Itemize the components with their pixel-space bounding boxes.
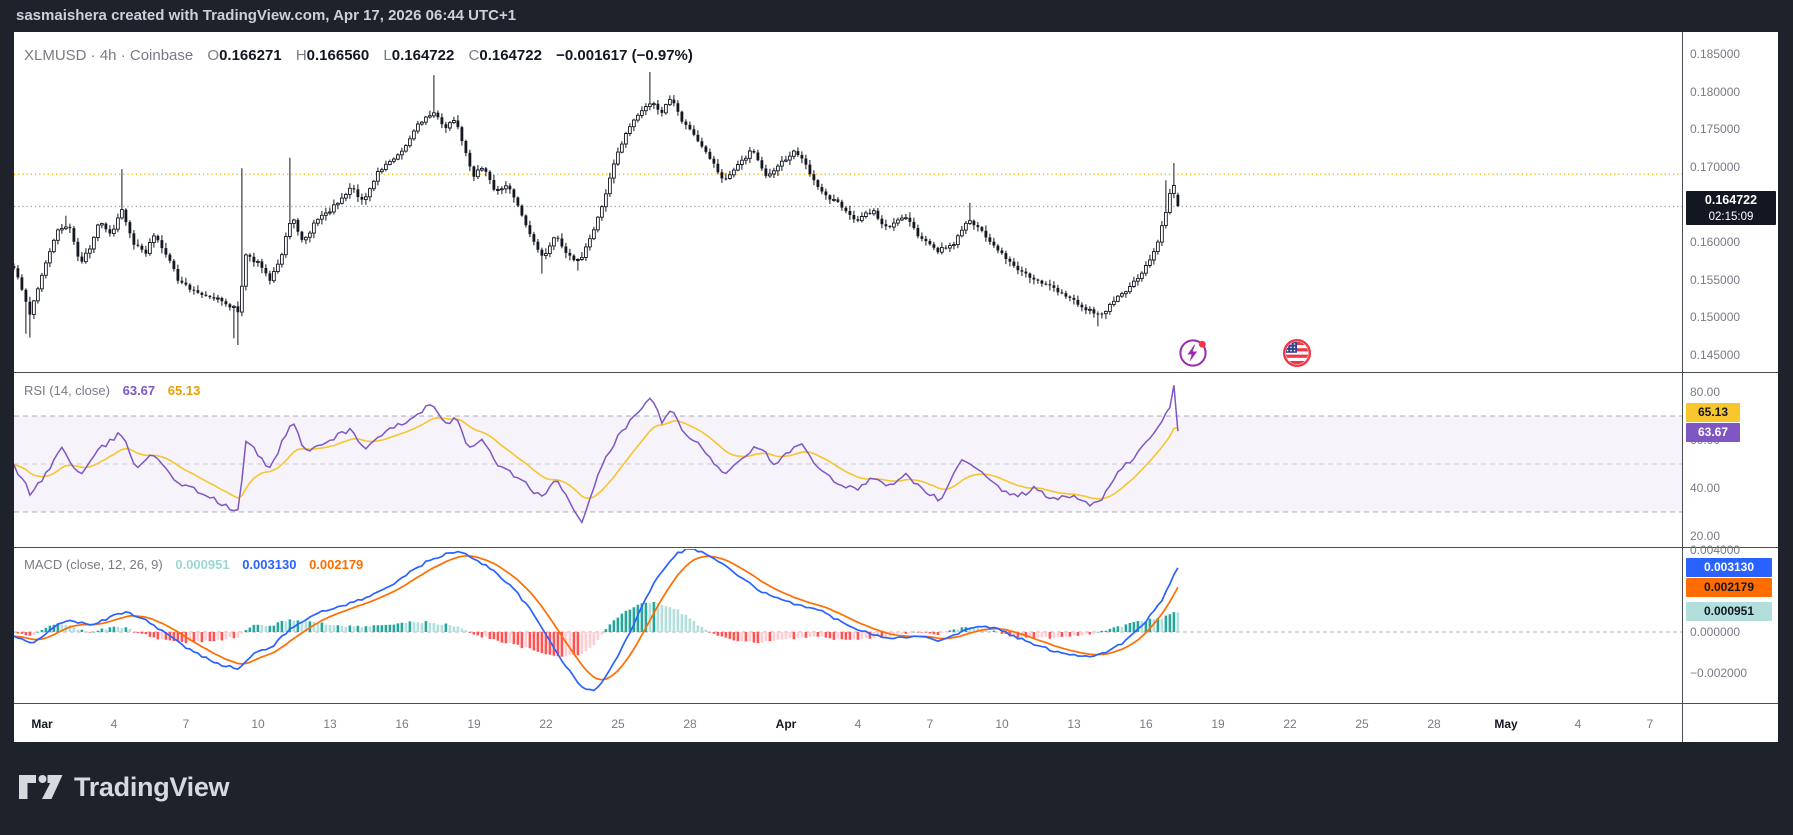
time-axis-label: 10	[995, 717, 1009, 731]
tradingview-logo[interactable]: TradingView	[18, 771, 230, 802]
macd-hist-legend-value: 0.000951	[175, 557, 230, 572]
high-label: H	[295, 47, 307, 64]
low-value: 0.164722	[391, 47, 455, 64]
tradingview-wordmark: TradingView	[74, 771, 230, 802]
macd-legend: MACD (close, 12, 26, 9) 0.000951 0.00313…	[24, 556, 363, 574]
macd-legend-name[interactable]: MACD (close, 12, 26, 9)	[24, 557, 163, 572]
macd-line-legend-value: 0.003130	[242, 557, 297, 572]
close-label: C	[468, 47, 480, 64]
macd-value-badge: 0.003130	[1686, 558, 1772, 577]
low-label: L	[383, 47, 392, 64]
rsi-value-badge: 63.67	[1686, 423, 1740, 442]
last-price-badge: 0.164722 02:15:09	[1686, 191, 1776, 225]
time-axis-label: 7	[182, 717, 190, 731]
time-axis-label: 4	[110, 717, 118, 731]
rsi-legend-value: 63.67	[122, 383, 156, 398]
header-bar: sasmaishera created with TradingView.com…	[0, 0, 1793, 32]
time-axis-label: 28	[683, 717, 697, 731]
price-axis-label: 0.145000	[1690, 347, 1741, 362]
last-price-value: 0.164722	[1704, 193, 1758, 207]
open-label: O	[207, 47, 220, 64]
rsi-ma-legend-value: 65.13	[167, 383, 201, 398]
price-axis-label: 0.150000	[1690, 310, 1741, 325]
rsi-ma-badge: 65.13	[1686, 403, 1740, 422]
close-value: 0.164722	[479, 47, 542, 64]
price-axis-label: 0.155000	[1690, 272, 1741, 287]
bar-countdown: 02:15:09	[1708, 211, 1754, 223]
macd-signal-badge: 0.002179	[1686, 578, 1772, 597]
rsi-legend: RSI (14, close) 63.67 65.13	[24, 382, 200, 400]
price-axis-label: 0.160000	[1690, 235, 1741, 249]
time-axis-label: 22	[539, 717, 553, 731]
time-axis-label: 25	[611, 717, 625, 731]
rsi-axis-label: 80.00	[1690, 385, 1721, 399]
time-axis-label: 19	[1211, 717, 1225, 731]
time-axis-label: 19	[467, 717, 481, 731]
macd-axis-label: 0.000000	[1690, 625, 1741, 639]
macd-hist-badge: 0.000951	[1686, 602, 1772, 621]
change-value: −0.001617 (−0.97%)	[556, 47, 693, 64]
time-axis-label: 25	[1355, 717, 1369, 731]
time-axis-label: 4	[854, 717, 862, 731]
rsi-axis-label: 40.00	[1690, 481, 1721, 495]
flash-event-icon[interactable]	[1178, 338, 1208, 368]
macd-axis-label: −0.002000	[1690, 666, 1748, 680]
price-axis-label: 0.185000	[1690, 47, 1741, 61]
time-axis-label: 22	[1283, 717, 1297, 731]
high-value: 0.166560	[306, 47, 370, 64]
open-value: 0.166271	[219, 47, 282, 64]
time-axis-label: 4	[1574, 717, 1582, 731]
tradingview-logo-glyph	[19, 775, 63, 799]
time-axis-label: Mar	[31, 717, 53, 731]
symbol-title[interactable]: XLMUSD · 4h · Coinbase	[24, 47, 194, 64]
time-axis-label: 13	[1067, 717, 1081, 731]
time-axis-label: 16	[395, 717, 409, 731]
header-title: sasmaishera created with TradingView.com…	[16, 7, 517, 24]
price-axis-label: 0.180000	[1690, 84, 1741, 99]
time-axis-label: Apr	[775, 717, 797, 731]
time-axis-label: 13	[323, 717, 337, 731]
macd-signal-legend-value: 0.002179	[309, 557, 364, 572]
price-axis-label: 0.170000	[1690, 159, 1741, 174]
time-axis-label: 7	[926, 717, 934, 731]
time-axis-label: May	[1494, 717, 1518, 731]
rsi-legend-name[interactable]: RSI (14, close)	[24, 383, 110, 398]
time-axis-label: 16	[1139, 717, 1153, 731]
symbol-legend: XLMUSD · 4h · Coinbase O0.166271 H0.1665…	[24, 46, 693, 66]
us-flag-icon[interactable]	[1282, 338, 1312, 368]
time-axis-label: 7	[1646, 717, 1654, 731]
time-axis-label: 10	[251, 717, 265, 731]
rsi-axis-label: 20.00	[1690, 529, 1721, 543]
time-axis-label: 28	[1427, 717, 1441, 731]
price-axis-label: 0.175000	[1690, 122, 1741, 137]
macd-axis-label: 0.004000	[1690, 543, 1741, 557]
